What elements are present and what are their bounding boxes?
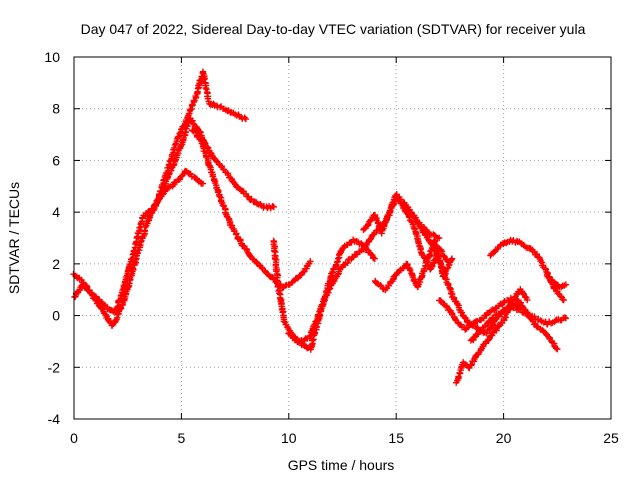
series-track-13 [467, 304, 570, 344]
data-point-markers [543, 271, 570, 291]
x-tick-label: 25 [603, 430, 619, 446]
grid-lines [74, 57, 611, 419]
y-tick-label: -4 [48, 411, 61, 427]
data-point-markers [285, 191, 443, 345]
plot-frame [73, 56, 612, 420]
data-point-markers [189, 127, 314, 292]
data-point-markers [372, 237, 456, 293]
series-track-14 [543, 271, 570, 291]
data-point-markers [152, 68, 250, 210]
x-tick-label: 0 [70, 430, 78, 446]
x-tick-labels: 0 5 10 15 20 25 [70, 430, 619, 446]
y-tick-labels: -4 -2 0 2 4 6 8 10 [44, 49, 60, 427]
y-tick-label: 4 [52, 204, 60, 220]
series-track-6 [285, 191, 443, 345]
series-track-11 [453, 286, 531, 386]
axis-ticks [73, 56, 612, 420]
y-tick-label: 8 [52, 101, 60, 117]
series-track-3 [152, 68, 250, 210]
y-tick-label: 0 [52, 308, 60, 324]
x-tick-label: 20 [496, 430, 512, 446]
data-point-markers [467, 304, 570, 344]
data-point-markers [487, 236, 567, 304]
y-axis-label: SDTVAR / TECUs [6, 182, 22, 294]
y-tick-label: 6 [52, 152, 60, 168]
series-track-2 [71, 167, 207, 316]
data-point-markers [453, 286, 531, 386]
y-tick-label: 2 [52, 256, 60, 272]
x-tick-label: 5 [178, 430, 186, 446]
chart-title: Day 047 of 2022, Sidereal Day-to-day VTE… [81, 21, 586, 37]
y-tick-label: -2 [48, 359, 61, 375]
series-track-8 [372, 237, 456, 293]
y-tick-label: 10 [44, 49, 60, 65]
data-points [70, 68, 570, 386]
x-tick-label: 15 [388, 430, 404, 446]
series-track-12 [487, 236, 567, 304]
series-track-4 [189, 127, 314, 292]
x-axis-label: GPS time / hours [288, 457, 395, 473]
data-point-markers [71, 167, 207, 316]
x-tick-label: 10 [281, 430, 297, 446]
